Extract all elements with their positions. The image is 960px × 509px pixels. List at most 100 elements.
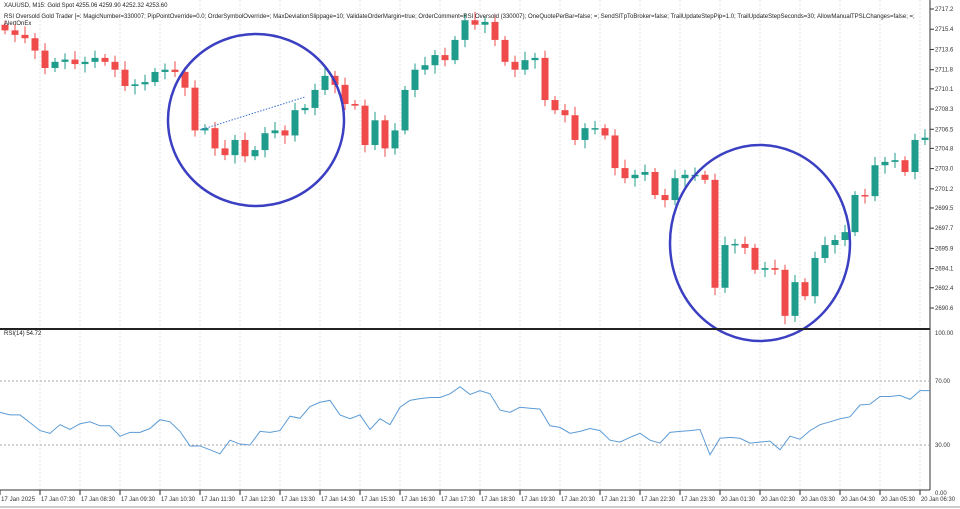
price-tick-label: 2713.6: [935, 47, 954, 53]
candle-body: [811, 257, 819, 297]
price-tick-label: 2708.3: [935, 107, 954, 113]
candle-body: [841, 232, 849, 240]
time-label: 17 Jan 2025: [1, 497, 36, 503]
candle-body: [281, 130, 289, 136]
price-tick-label: 2703.0: [935, 167, 954, 173]
candle: [41, 43, 49, 75]
candle-body: [851, 195, 859, 233]
candle: [91, 50, 99, 69]
candle-body: [711, 179, 719, 288]
candle-body: [911, 139, 919, 172]
candle-body: [701, 174, 709, 180]
candle: [561, 103, 569, 123]
candle-body: [61, 59, 69, 62]
candle: [771, 259, 779, 275]
candle: [921, 129, 929, 146]
time-label: 20 Jan 04:30: [841, 497, 876, 503]
candle-body: [241, 139, 249, 157]
candle: [671, 169, 679, 206]
time-label: 17 Jan 14:30: [321, 497, 356, 503]
candle: [551, 96, 559, 115]
candle-body: [521, 60, 529, 70]
rsi-label: RSI(14) 54.72: [4, 331, 42, 337]
time-label: 20 Jan 06:30: [921, 497, 956, 503]
candle: [11, 24, 19, 43]
candle-body: [231, 139, 239, 156]
candle: [231, 134, 239, 164]
candle-body: [211, 128, 219, 149]
candle: [811, 251, 819, 304]
candle-body: [831, 239, 839, 246]
time-label: 17 Jan 15:30: [361, 497, 396, 503]
time-label: 17 Jan 16:30: [401, 497, 436, 503]
price-tick-label: 2692.4: [935, 286, 954, 292]
candle-body: [301, 107, 309, 111]
candle: [1, 20, 9, 35]
candle: [541, 50, 549, 107]
candle-body: [741, 243, 749, 248]
price-tick-label: 2704.8: [935, 146, 954, 152]
candle: [31, 33, 39, 60]
candle: [371, 111, 379, 151]
candle: [421, 56, 429, 75]
candle-body: [221, 148, 229, 156]
time-label: 17 Jan 11:30: [201, 497, 236, 503]
candle-body: [621, 168, 629, 179]
candle: [351, 100, 359, 110]
candle-body: [41, 50, 49, 69]
candle-body: [751, 247, 759, 270]
candle: [711, 173, 719, 296]
candle: [271, 121, 279, 139]
candle: [201, 124, 209, 135]
candle-body: [641, 171, 649, 175]
candle-body: [511, 61, 519, 70]
candle: [751, 243, 759, 274]
candle: [851, 191, 859, 237]
candle: [871, 156, 879, 202]
candle-body: [251, 150, 259, 157]
price-tick-label: 2697.7: [935, 226, 954, 232]
price-tick-label: 2711.8: [935, 68, 954, 74]
candle: [511, 55, 519, 78]
candle: [221, 139, 229, 161]
candle-body: [181, 71, 189, 88]
candle: [451, 35, 459, 65]
candle: [311, 83, 319, 116]
candle: [361, 99, 369, 153]
candle: [71, 51, 79, 70]
candle-body: [271, 130, 279, 134]
candle: [731, 238, 739, 254]
candle: [381, 115, 389, 157]
candle-body: [321, 75, 329, 90]
candle: [491, 14, 499, 47]
price-tick-label: 2715.4: [935, 27, 954, 33]
candle: [121, 61, 129, 92]
candle: [21, 26, 29, 44]
candle-body: [631, 174, 639, 179]
candle-body: [351, 103, 359, 106]
candle: [431, 50, 439, 74]
candle: [661, 188, 669, 208]
rsi-tick-label: 70.00: [935, 379, 951, 385]
candle: [301, 103, 309, 115]
candle: [861, 188, 869, 204]
candle: [441, 47, 449, 67]
candle-body: [451, 39, 459, 61]
candle-body: [481, 21, 489, 25]
candle-body: [141, 82, 149, 85]
candle: [461, 14, 469, 48]
candle-body: [341, 84, 349, 104]
candle-body: [431, 55, 439, 66]
candle: [521, 51, 529, 75]
time-label: 17 Jan 08:30: [81, 497, 116, 503]
candle: [141, 74, 149, 91]
candle-body: [601, 128, 609, 136]
price-tick-label: 2717.2: [935, 7, 954, 13]
expert-advisor-info: RSI Oversold Gold Trader [=: MagicNumber…: [4, 14, 915, 27]
price-tick-label: 2694.1: [935, 267, 954, 273]
candle-body: [1, 24, 9, 31]
candle: [571, 106, 579, 146]
candle-body: [261, 133, 269, 151]
candle-body: [21, 34, 29, 39]
